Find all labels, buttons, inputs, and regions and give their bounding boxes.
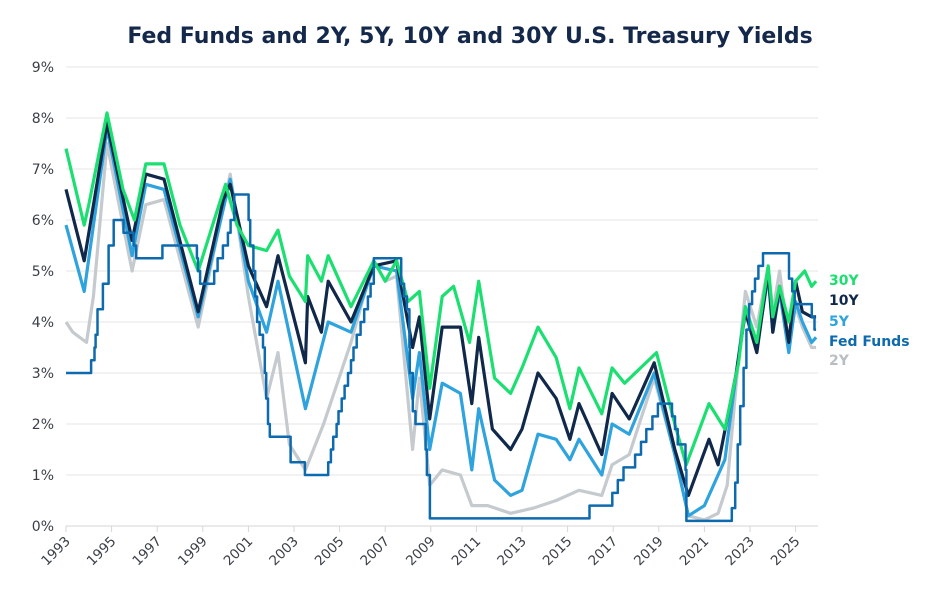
x-tick-label: 2017 [585, 534, 621, 570]
x-tick-label: 2013 [494, 534, 530, 570]
legend-fed-funds: Fed Funds [829, 334, 910, 350]
y-tick-label: 8% [32, 111, 54, 127]
chart-title: Fed Funds and 2Y, 5Y, 10Y and 30Y U.S. T… [127, 24, 812, 49]
legend-30y: 30Y [829, 273, 859, 289]
x-tick-label: 2001 [221, 534, 257, 570]
series-line-30y [64, 111, 818, 467]
y-tick-label: 0% [32, 519, 54, 535]
y-tick-label: 6% [32, 213, 54, 229]
x-tick-label: 2019 [631, 534, 667, 570]
y-tick-label: 9% [32, 60, 54, 76]
x-tick-label: 2025 [768, 534, 804, 570]
series-line-fed-funds [66, 193, 817, 523]
x-tick-label: 2009 [403, 534, 439, 570]
legend-2y: 2Y [829, 353, 850, 369]
legend-10y: 10Y [829, 293, 859, 309]
x-tick-label: 2003 [266, 534, 302, 570]
y-tick-label: 4% [32, 315, 54, 331]
x-tick-label: 1993 [38, 534, 74, 570]
x-tick-label: 1995 [84, 534, 120, 570]
gridlines [66, 66, 818, 527]
legend: 30Y 10Y 5Y Fed Funds 2Y [829, 273, 910, 369]
x-tick-label: 1999 [175, 534, 211, 570]
x-axis: 1993 1995 1997 1999 2001 2003 2005 2007 2009 2011… [38, 526, 803, 569]
x-tick-label: 2021 [677, 534, 713, 570]
y-tick-label: 5% [32, 264, 54, 280]
x-tick-label: 2015 [540, 534, 576, 570]
x-tick-label: 2005 [312, 534, 348, 570]
x-tick-label: 2007 [357, 534, 393, 570]
y-tick-label: 2% [32, 417, 54, 433]
y-tick-label: 1% [32, 468, 54, 484]
y-axis-ticks: 0% 1% 2% 3% 4% 5% 6% 7% 8% 9% [32, 60, 54, 535]
y-tick-label: 7% [32, 162, 54, 178]
series-line-10y [64, 121, 817, 497]
x-tick-label: 2011 [449, 534, 485, 570]
y-tick-label: 3% [32, 366, 54, 382]
x-tick-label: 2023 [722, 534, 758, 570]
x-tick-label: 1997 [129, 534, 165, 570]
legend-5y: 5Y [829, 314, 850, 330]
series-lines [64, 111, 818, 523]
